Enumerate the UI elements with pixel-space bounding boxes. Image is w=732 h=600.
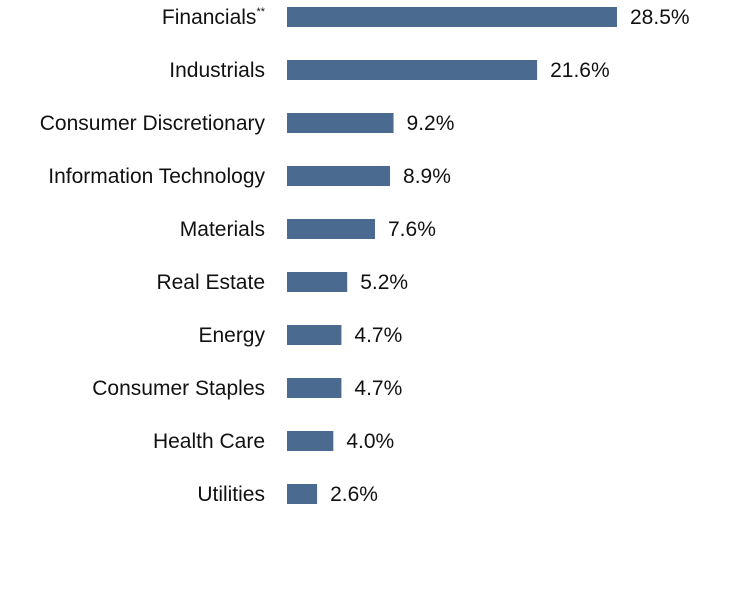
bars-group [287,7,617,504]
value-label-industrials: 21.6% [550,59,610,82]
category-label-real-estate: Real Estate [156,271,265,294]
category-label-consumer-staples: Consumer Staples [92,377,265,400]
bar-real-estate [287,272,348,292]
bar-consumer-staples [287,378,342,398]
bar-energy [287,325,342,345]
category-label-utilities: Utilities [197,483,265,506]
category-label-health-care: Health Care [153,430,265,453]
value-label-information-technology: 8.9% [403,165,451,188]
footnote-marker: ** [256,6,265,18]
value-labels-group: 28.5% 21.6% 9.2% 8.9% 7.6% 5.2% 4.7% 4.7% 4.0% 2.… [330,6,689,506]
category-label-energy: Energy [198,324,265,347]
bar-utilities [287,484,318,504]
category-label-information-technology: Information Technology [48,165,265,188]
category-label-materials: Materials [180,218,265,241]
value-label-energy: 4.7% [354,324,402,347]
value-label-real-estate: 5.2% [360,271,408,294]
value-label-consumer-discretionary: 9.2% [407,112,455,135]
bar-materials [287,219,375,239]
category-label-consumer-discretionary: Consumer Discretionary [40,112,266,135]
value-label-financials: 28.5% [630,6,690,29]
value-label-health-care: 4.0% [346,430,394,453]
category-label-financials: Financials** [162,6,266,29]
value-label-materials: 7.6% [388,218,436,241]
value-label-utilities: 2.6% [330,483,378,506]
category-labels-group: Financials** Industrials Consumer Discreti… [40,6,266,506]
bar-information-technology [287,166,391,186]
value-label-consumer-staples: 4.7% [354,377,402,400]
bar-health-care [287,431,334,451]
bar-industrials [287,60,538,80]
bar-consumer-discretionary [287,113,394,133]
category-label-industrials: Industrials [169,59,265,82]
bar-financials [287,7,617,27]
